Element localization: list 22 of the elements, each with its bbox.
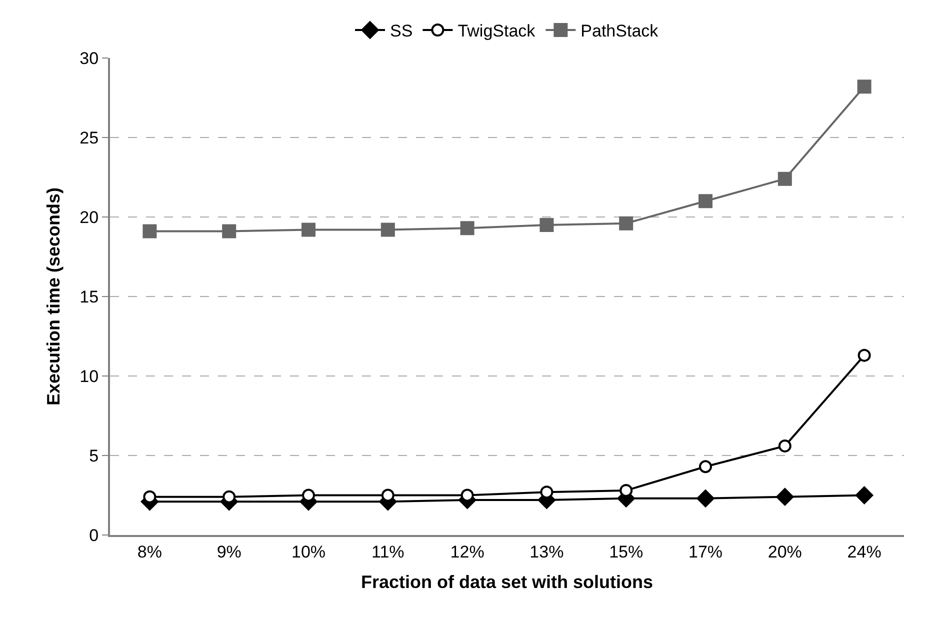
y-tick-label: 15 [80,287,99,306]
y-tick-label: 10 [80,366,99,386]
x-tick-label: 20% [768,542,802,562]
y-tick-label: 20 [80,208,99,227]
y-tick-label: 0 [89,526,99,545]
x-axis-title: Fraction of data set with solutions [360,572,654,592]
x-tick-label: 8% [137,542,162,562]
x-tick-label: 10% [291,542,326,562]
y-tick-label: 25 [80,128,99,148]
y-tick-label: 5 [89,446,99,466]
x-tick-label: 15% [609,542,644,562]
x-tick-label: 9% [216,542,242,562]
x-tick-label: 11% [372,542,404,562]
y-axis-title: Execution time (seconds) [43,187,64,406]
x-tick-label: 24% [847,542,882,562]
x-tick-label: 12% [450,542,484,562]
legend-label: PathStack [580,22,659,41]
x-tick-label: 13% [530,542,564,562]
legend-label: SS [390,22,413,41]
x-tick-label: 17% [688,542,723,562]
legend-label: TwigStack [458,22,536,41]
y-tick-label: 30 [80,48,99,68]
